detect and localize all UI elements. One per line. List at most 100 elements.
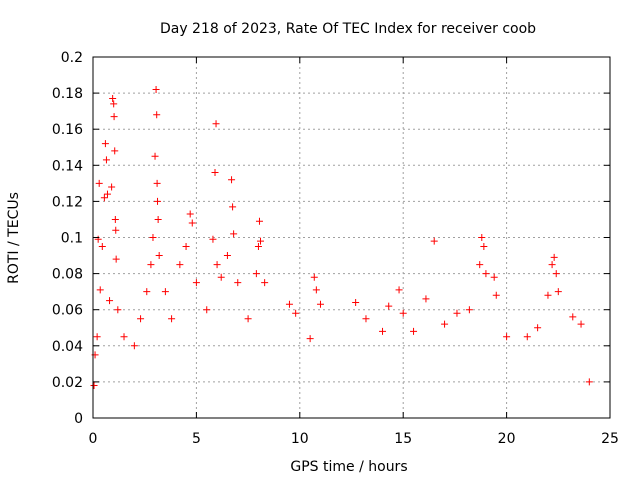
- data-point: [478, 234, 486, 241]
- data-point: [585, 378, 593, 386]
- plot-frame: [92, 56, 611, 419]
- data-point: [554, 288, 562, 296]
- data-point: [399, 309, 407, 317]
- x-tick-label: 10: [291, 431, 309, 447]
- data-point: [111, 215, 119, 223]
- data-point: [155, 252, 163, 260]
- data-point: [209, 235, 217, 243]
- data-point: [285, 300, 293, 308]
- data-point: [152, 85, 160, 93]
- x-tick-label: 0: [89, 431, 98, 447]
- data-point: [186, 210, 194, 218]
- data-point: [503, 333, 511, 341]
- y-tick-label: 0.02: [52, 375, 83, 391]
- data-point: [143, 288, 151, 296]
- y-tick-label: 0.04: [52, 339, 83, 355]
- data-point: [96, 286, 104, 294]
- y-tick-label: 0.2: [61, 50, 83, 66]
- data-point: [252, 270, 260, 278]
- data-point: [229, 203, 237, 211]
- data-point: [480, 243, 488, 251]
- y-tick-label: 0.06: [52, 303, 83, 319]
- data-point: [550, 253, 558, 261]
- y-tick-label: 0.1: [61, 231, 83, 247]
- data-point: [552, 270, 560, 278]
- data-point: [130, 342, 138, 350]
- data-point: [217, 273, 225, 281]
- data-point: [106, 297, 114, 305]
- x-axis-label: GPS time / hours: [290, 459, 407, 475]
- data-point: [385, 302, 393, 310]
- data-point: [154, 215, 162, 223]
- data-point: [153, 179, 161, 187]
- data-point: [110, 100, 118, 108]
- data-point: [94, 235, 102, 243]
- data-point: [441, 320, 449, 328]
- data-point: [98, 243, 106, 251]
- data-point: [100, 194, 108, 202]
- data-points-layer: [90, 85, 593, 390]
- grid-layer: [93, 57, 610, 418]
- data-point: [114, 306, 122, 314]
- y-tick-label: 0.18: [52, 86, 83, 102]
- data-point: [534, 324, 542, 332]
- data-point: [430, 237, 438, 245]
- y-tick-label: 0.14: [52, 158, 83, 174]
- data-point: [101, 140, 109, 148]
- data-point: [292, 309, 300, 317]
- data-point: [316, 300, 324, 308]
- x-tick-label: 25: [601, 431, 619, 447]
- data-point: [168, 315, 176, 323]
- data-point: [257, 237, 265, 245]
- y-tick-label: 0.12: [52, 194, 83, 210]
- data-point: [312, 286, 320, 294]
- data-point: [95, 179, 103, 187]
- data-point: [490, 273, 498, 281]
- data-point: [213, 261, 221, 269]
- data-point: [234, 279, 242, 287]
- data-point: [453, 309, 461, 317]
- data-point: [310, 273, 318, 281]
- x-tick-label: 20: [498, 431, 516, 447]
- data-point: [151, 152, 159, 160]
- data-point: [254, 243, 262, 251]
- data-point: [395, 286, 403, 294]
- data-point: [261, 279, 269, 287]
- data-point: [102, 156, 110, 164]
- y-tick-label: 0.16: [52, 122, 83, 138]
- data-point: [544, 291, 552, 299]
- data-point: [212, 120, 220, 128]
- data-point: [230, 230, 238, 238]
- y-tick-label: 0.08: [52, 267, 83, 283]
- chart-title: Day 218 of 2023, Rate Of TEC Index for r…: [160, 21, 536, 37]
- data-point: [211, 169, 219, 177]
- data-point: [223, 252, 231, 260]
- data-point: [192, 279, 200, 287]
- data-point: [410, 327, 418, 335]
- x-tick-label: 15: [394, 431, 412, 447]
- data-point: [108, 183, 116, 191]
- data-point: [111, 147, 119, 155]
- data-point: [476, 261, 484, 269]
- data-point: [482, 270, 490, 278]
- data-point: [492, 291, 500, 299]
- data-point: [149, 234, 157, 241]
- data-point: [352, 298, 360, 306]
- x-tick-label: 5: [192, 431, 201, 447]
- data-point: [465, 306, 473, 314]
- data-point: [569, 313, 577, 321]
- y-tick-label: 0: [74, 411, 83, 427]
- data-point: [548, 261, 556, 269]
- data-point: [154, 197, 162, 205]
- data-point: [188, 219, 196, 227]
- data-point: [103, 190, 111, 198]
- data-point: [577, 320, 585, 328]
- data-point: [255, 217, 263, 225]
- data-point: [90, 382, 98, 390]
- data-point: [362, 315, 370, 323]
- data-point: [306, 335, 314, 343]
- data-point: [182, 243, 190, 251]
- data-point: [422, 295, 430, 303]
- data-point: [112, 255, 120, 263]
